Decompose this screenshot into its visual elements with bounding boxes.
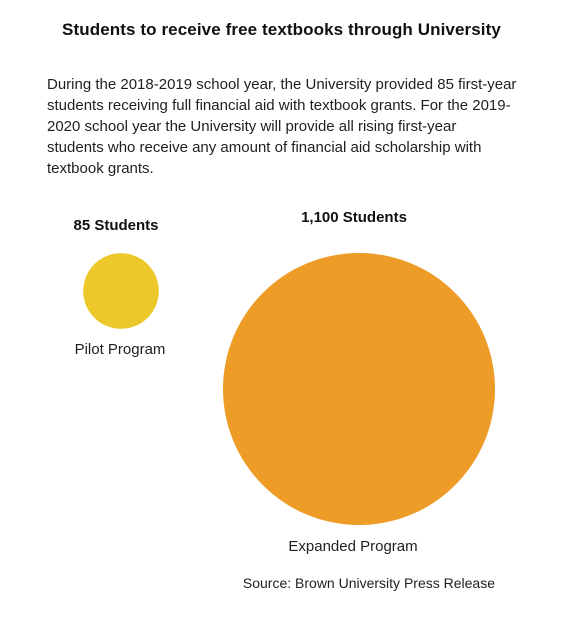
expanded-count-label: 1,100 Students [301,209,407,226]
bubble-group-expanded: 1,100 Students Expanded Program [223,209,495,555]
pilot-count-label: 85 Students [73,217,158,234]
expanded-category-label: Expanded Program [288,538,417,555]
bubble-chart: 85 Students Pilot Program 1,100 Students… [73,209,495,555]
bubble-group-pilot: 85 Students Pilot Program [73,217,165,358]
expanded-program-bubble [223,253,495,525]
source-note: Source: Brown University Press Release [242,575,495,591]
chart-title: Students to receive free textbooks throu… [62,20,501,39]
pilot-program-bubble [83,253,159,329]
chart-description: During the 2018-2019 school year, the Un… [47,76,517,177]
pilot-category-label: Pilot Program [75,341,166,358]
